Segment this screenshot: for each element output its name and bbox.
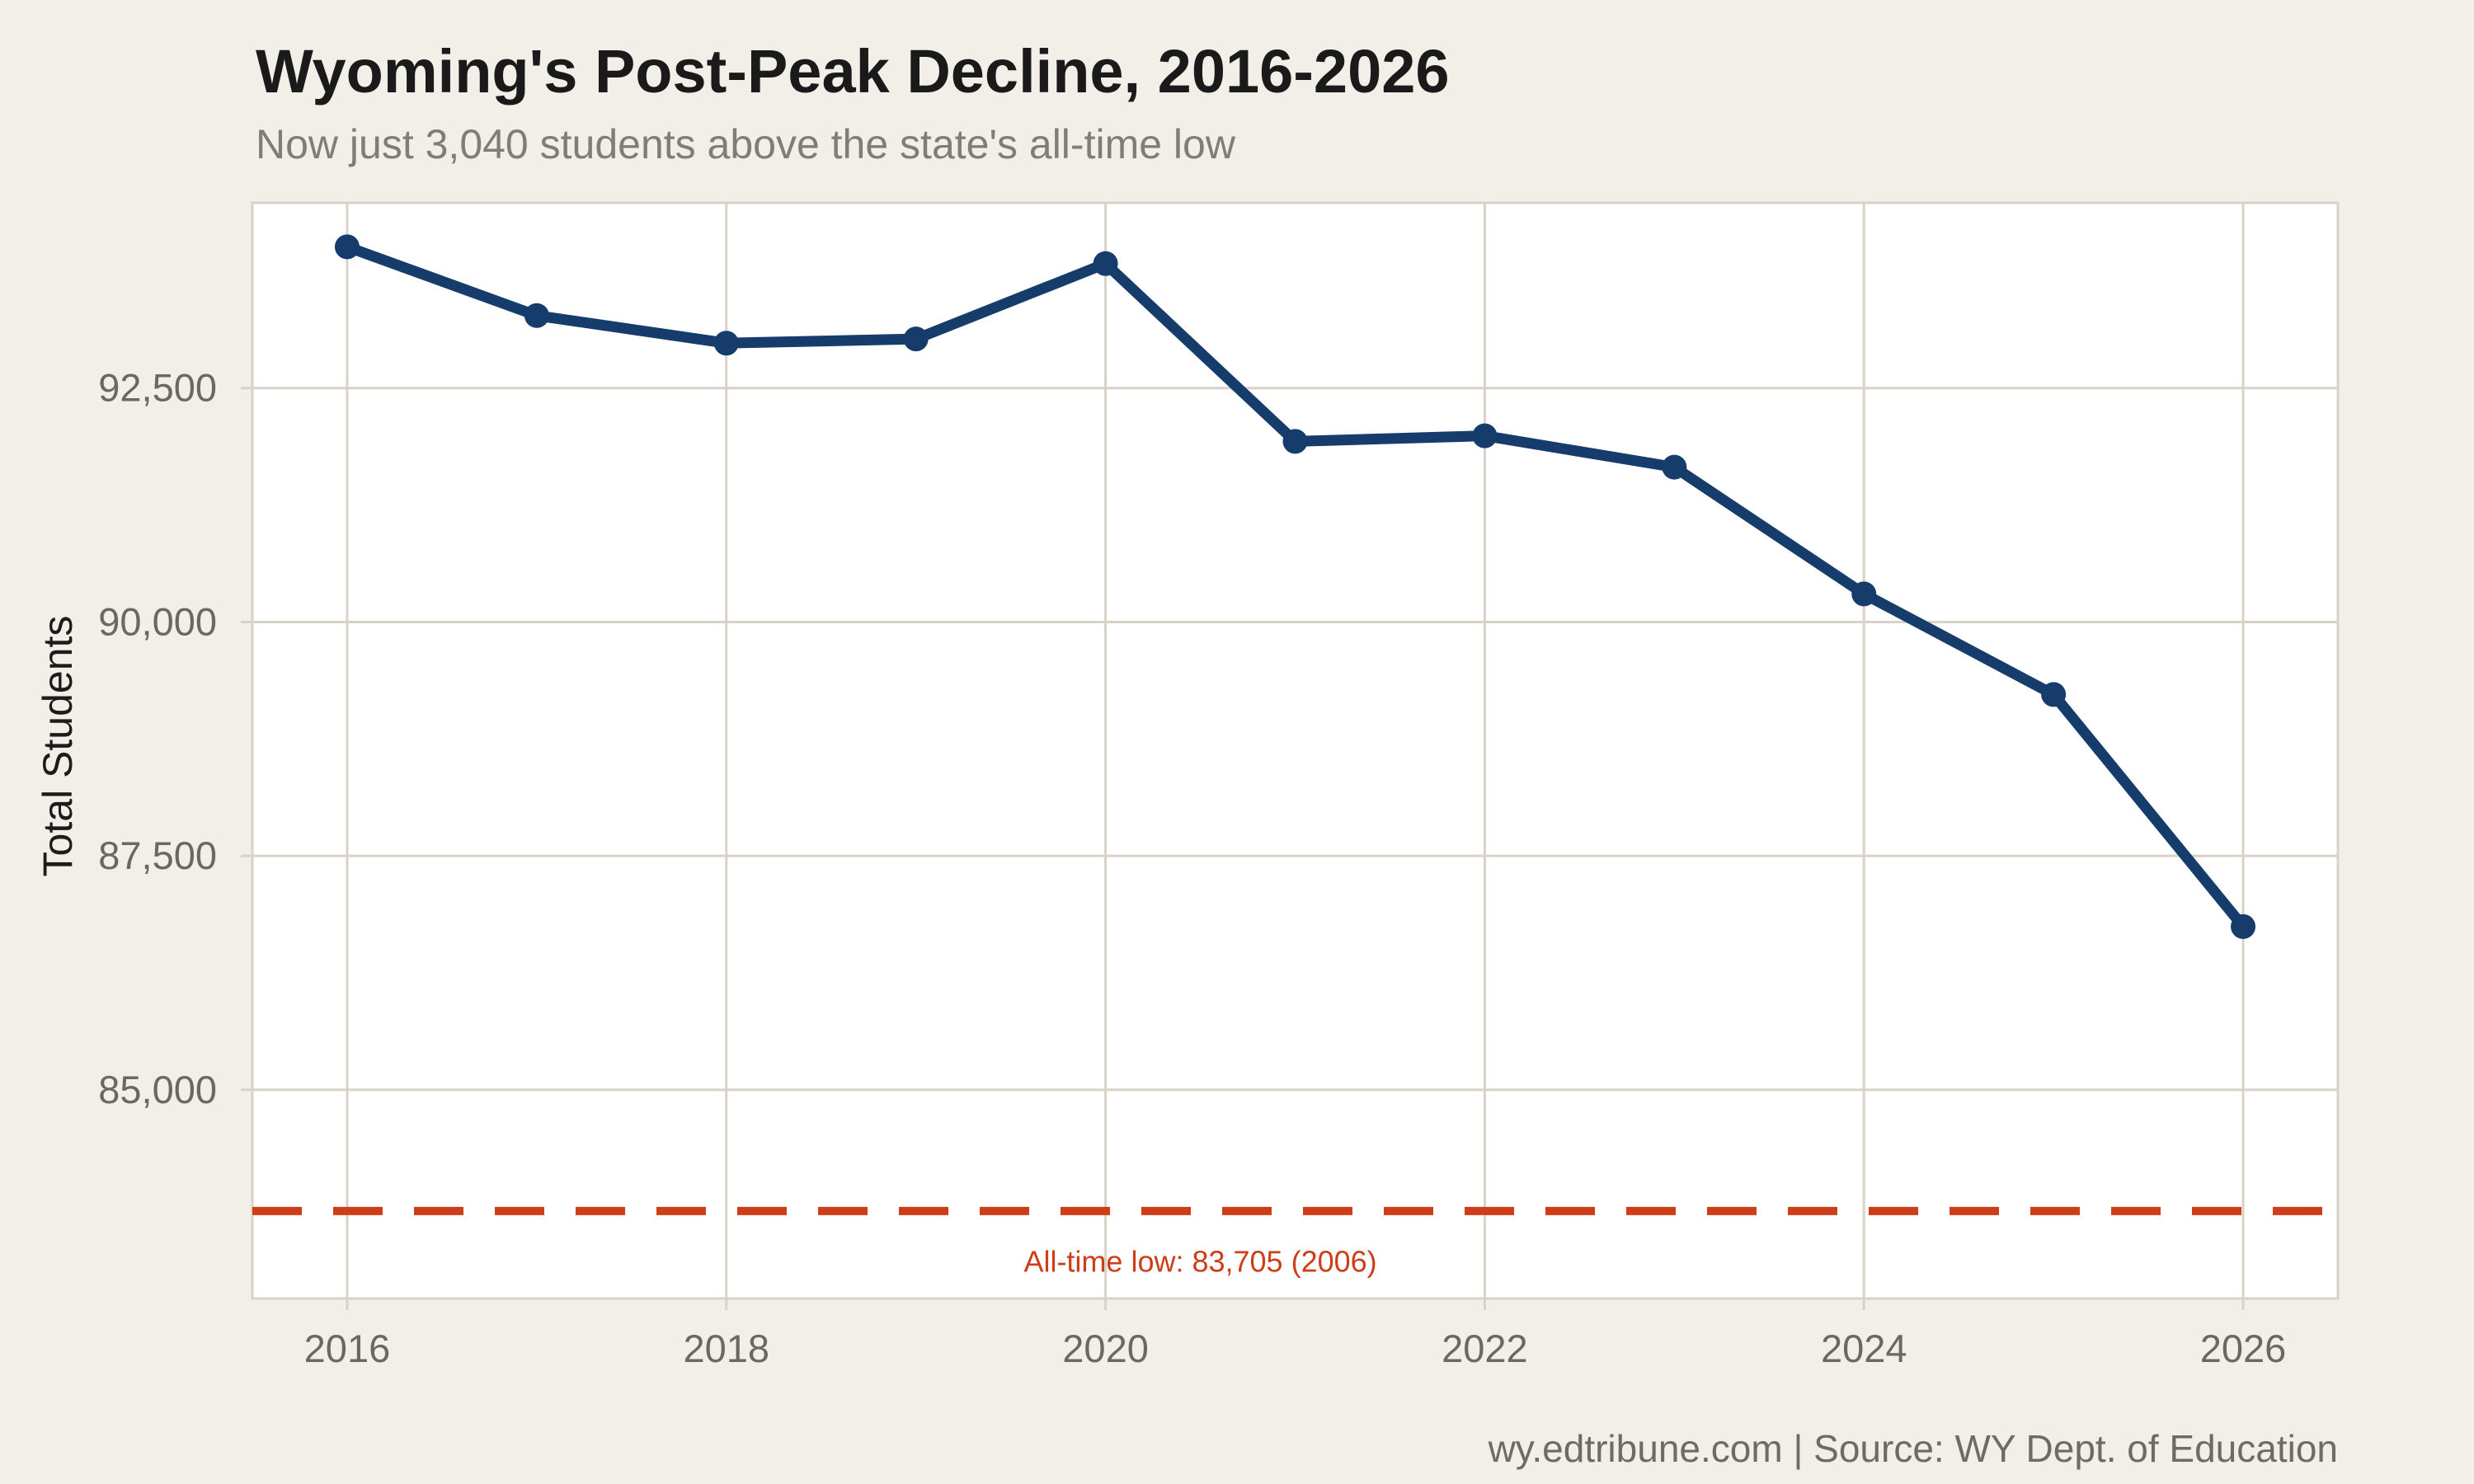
y-tick-label: 87,500 [98, 834, 217, 877]
chart-title: Wyoming's Post-Peak Decline, 2016-2026 [256, 37, 1450, 106]
data-point-2023 [1662, 454, 1687, 480]
panel-border [251, 201, 2340, 1300]
data-point-2019 [903, 326, 929, 352]
y-tick-label: 90,000 [98, 599, 217, 643]
y-tick-label: 85,000 [98, 1068, 217, 1111]
x-tick-label: 2024 [1821, 1327, 1907, 1370]
x-tick-label: 2018 [683, 1327, 769, 1370]
x-tick-label: 2026 [2200, 1327, 2287, 1370]
x-tick-label: 2020 [1062, 1327, 1149, 1370]
data-point-2017 [524, 303, 549, 328]
data-point-2025 [2041, 682, 2067, 707]
x-tick-label: 2016 [304, 1327, 391, 1370]
data-point-2020 [1093, 251, 1118, 276]
y-tick-label: 92,500 [98, 366, 217, 410]
y-axis-title-text: Total Students [35, 615, 81, 877]
data-point-2016 [334, 234, 360, 260]
data-point-2026 [2231, 913, 2256, 939]
data-point-2021 [1282, 429, 1308, 454]
data-point-2018 [713, 331, 739, 356]
chart-subtitle: Now just 3,040 students above the state'… [256, 121, 1235, 167]
all-time-low-label: All-time low: 83,705 (2006) [1023, 1245, 1376, 1279]
source-credit: wy.edtribune.com | Source: WY Dept. of E… [1488, 1427, 2338, 1470]
x-tick-label: 2022 [1442, 1327, 1528, 1370]
panel-background [252, 203, 2338, 1298]
data-point-2024 [1851, 581, 1877, 607]
data-point-2022 [1472, 423, 1498, 448]
